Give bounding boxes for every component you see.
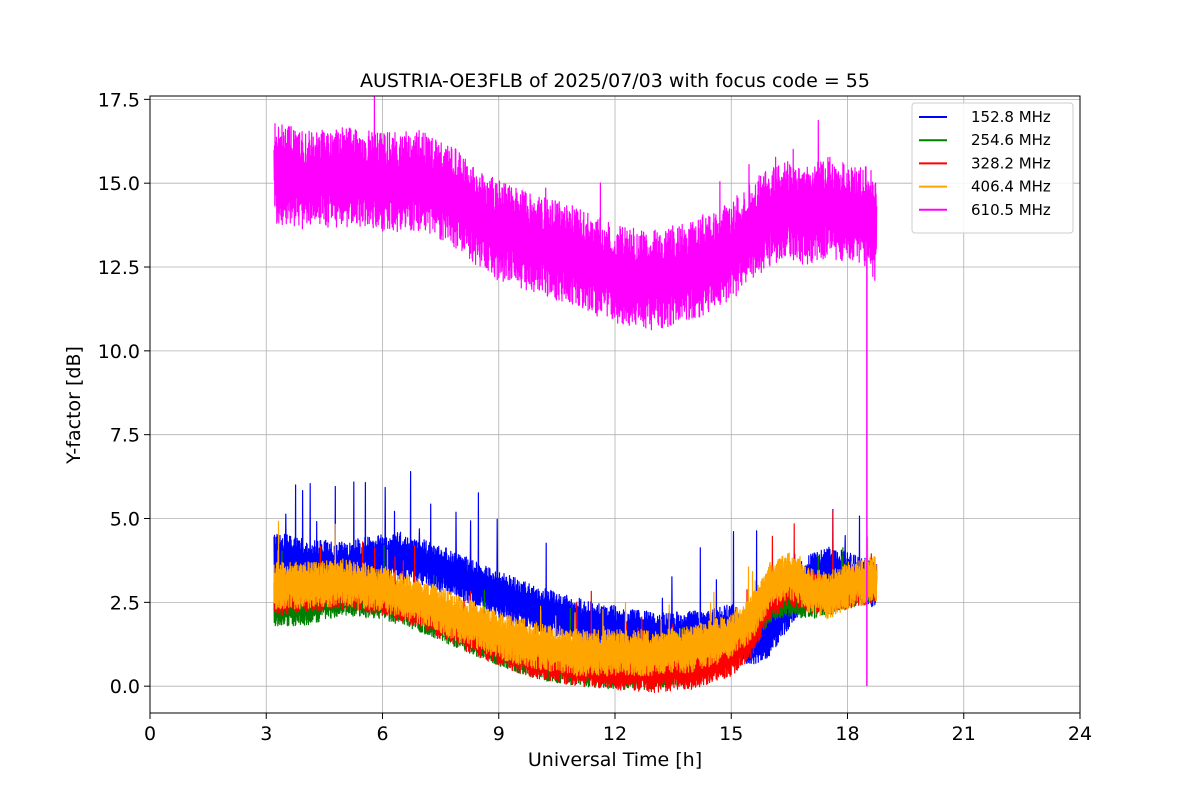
x-axis-label: Universal Time [h] — [528, 749, 702, 771]
series-line-610-5-mhz — [273, 96, 878, 331]
y-axis-ticks: 0.0 2.5 5.0 7.5 10.0 12.5 15.0 17.5 — [98, 89, 150, 698]
series-line-406-4-mhz — [273, 520, 878, 677]
x-tick-label: 0 — [144, 723, 156, 745]
x-tick-label: 18 — [835, 723, 859, 745]
y-tick-label: 12.5 — [98, 257, 140, 279]
x-axis-ticks: 0 3 6 9 12 15 18 21 24 — [144, 713, 1092, 745]
x-tick-label: 24 — [1068, 723, 1092, 745]
x-tick-label: 12 — [603, 723, 627, 745]
y-tick-label: 15.0 — [98, 173, 140, 195]
legend-label: 254.6 MHz — [971, 131, 1051, 149]
chart-title: AUSTRIA-OE3FLB of 2025/07/03 with focus … — [360, 70, 870, 92]
legend-label: 610.5 MHz — [971, 201, 1051, 219]
x-tick-label: 6 — [376, 723, 388, 745]
x-tick-label: 15 — [719, 723, 743, 745]
legend-label: 152.8 MHz — [971, 108, 1051, 126]
x-tick-label: 9 — [493, 723, 505, 745]
x-tick-label: 21 — [952, 723, 976, 745]
y-tick-label: 7.5 — [110, 425, 140, 447]
y-tick-label: 17.5 — [98, 89, 140, 111]
y-tick-label: 2.5 — [110, 592, 140, 614]
y-axis-label: Y-factor [dB] — [63, 346, 85, 465]
y-tick-label: 5.0 — [110, 509, 140, 531]
x-tick-label: 3 — [260, 723, 272, 745]
legend: 152.8 MHz 254.6 MHz 328.2 MHz 406.4 MHz 610.… — [911, 102, 1074, 234]
legend-label: 328.2 MHz — [971, 154, 1051, 172]
series-layer — [273, 96, 878, 693]
legend-label: 406.4 MHz — [971, 178, 1051, 196]
legend-box — [911, 102, 1074, 234]
y-tick-label: 0.0 — [110, 676, 140, 698]
y-tick-label: 10.0 — [98, 341, 140, 363]
